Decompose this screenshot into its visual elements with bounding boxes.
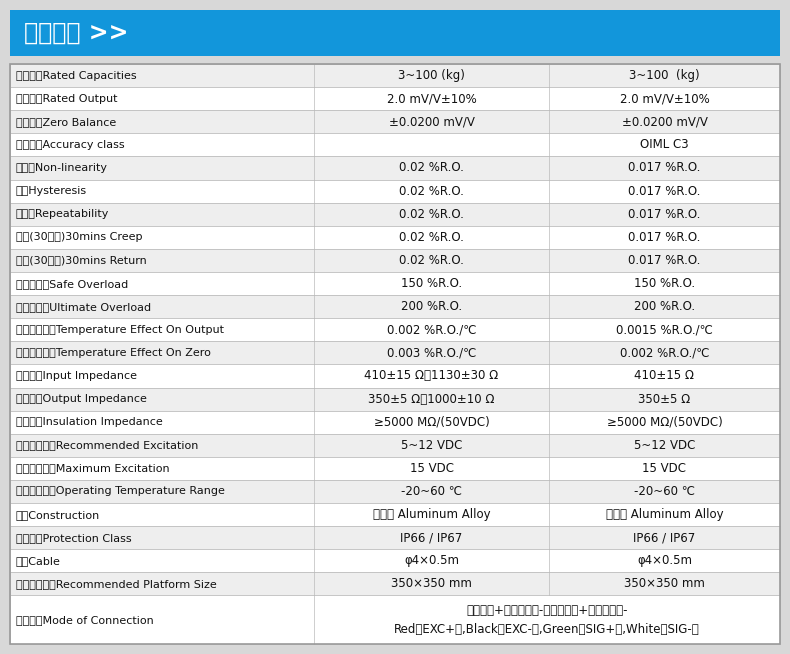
Text: 零点平衡Zero Balance: 零点平衡Zero Balance (16, 117, 116, 127)
Text: 350×350 mm: 350×350 mm (624, 577, 705, 591)
Text: 3~100  (kg): 3~100 (kg) (629, 69, 700, 82)
Bar (10, 133, 780, 156)
Text: 推薦工作電壓Recommended Excitation: 推薦工作電壓Recommended Excitation (16, 440, 198, 450)
Text: 重复性Repeatability: 重复性Repeatability (16, 209, 109, 219)
Text: 0.002 %R.O./℃: 0.002 %R.O./℃ (387, 323, 476, 336)
Text: 0.0015 %R.O./℃: 0.0015 %R.O./℃ (616, 323, 713, 336)
Text: 0.02 %R.O.: 0.02 %R.O. (399, 208, 464, 220)
Bar (10, 364, 780, 388)
Text: IP66 / IP67: IP66 / IP67 (634, 531, 696, 544)
Text: 15 VDC: 15 VDC (409, 462, 453, 475)
Text: 绝缘阻抗Insulation Impedance: 绝缘阻抗Insulation Impedance (16, 417, 163, 427)
Text: 410±15 Ω；1130±30 Ω: 410±15 Ω；1130±30 Ω (364, 370, 498, 383)
Bar (10, 87, 780, 111)
Text: ±0.0200 mV/V: ±0.0200 mV/V (389, 115, 475, 128)
Text: 0.017 %R.O.: 0.017 %R.O. (628, 254, 701, 267)
Text: OIML C3: OIML C3 (640, 139, 689, 151)
Text: 350×350 mm: 350×350 mm (391, 577, 472, 591)
Text: ±0.0200 mV/V: ±0.0200 mV/V (622, 115, 707, 128)
Bar (10, 295, 780, 318)
Text: 额定负荷Rated Capacities: 额定负荷Rated Capacities (16, 71, 137, 80)
Text: 输出阻抗Output Impedance: 输出阻抗Output Impedance (16, 394, 147, 404)
Bar (10, 318, 780, 341)
Text: 0.017 %R.O.: 0.017 %R.O. (628, 162, 701, 175)
Bar (10, 249, 780, 272)
Bar (10, 503, 780, 526)
Bar (10, 572, 780, 596)
Text: 材質Construction: 材質Construction (16, 509, 100, 519)
Bar (10, 526, 780, 549)
Text: 0.02 %R.O.: 0.02 %R.O. (399, 254, 464, 267)
Text: 2.0 mV/V±10%: 2.0 mV/V±10% (386, 92, 476, 105)
Text: 防護等級Protection Class: 防護等級Protection Class (16, 533, 132, 543)
Text: 推薦台面尺寸Recommended Platform Size: 推薦台面尺寸Recommended Platform Size (16, 579, 216, 589)
Text: 红：电源+，黑：电源-，绿：信号+，白：信号-
Red（EXC+）,Black（EXC-）,Green（SIG+）,White（SIG-）: 红：电源+，黑：电源-，绿：信号+，白：信号- Red（EXC+）,Black（… (394, 604, 700, 636)
Bar (10, 226, 780, 249)
Text: 150 %R.O.: 150 %R.O. (401, 277, 462, 290)
Text: 0.017 %R.O.: 0.017 %R.O. (628, 184, 701, 198)
Text: -20~60 ℃: -20~60 ℃ (634, 485, 695, 498)
Text: 電纜Cable: 電纜Cable (16, 556, 61, 566)
Text: 安全过载率Safe Overload: 安全过载率Safe Overload (16, 279, 128, 288)
Bar (10, 64, 780, 644)
Text: 接線方式Mode of Connection: 接線方式Mode of Connection (16, 615, 154, 625)
Bar (10, 434, 780, 457)
Text: φ4×0.5m: φ4×0.5m (404, 555, 459, 567)
Text: 150 %R.O.: 150 %R.O. (634, 277, 695, 290)
Text: 15 VDC: 15 VDC (642, 462, 687, 475)
Text: 3~100 (kg): 3~100 (kg) (398, 69, 465, 82)
Text: 零点温度影響Temperature Effect On Zero: 零点温度影響Temperature Effect On Zero (16, 348, 211, 358)
Text: 0.002 %R.O./℃: 0.002 %R.O./℃ (619, 347, 709, 359)
Text: φ4×0.5m: φ4×0.5m (637, 555, 692, 567)
Text: 350±5 Ω: 350±5 Ω (638, 392, 690, 405)
Bar (10, 203, 780, 226)
Bar (10, 596, 780, 644)
Text: 最大工作電壓Maximum Excitation: 最大工作電壓Maximum Excitation (16, 464, 170, 473)
Text: -20~60 ℃: -20~60 ℃ (401, 485, 462, 498)
Text: 额定输出Rated Output: 额定输出Rated Output (16, 94, 118, 104)
Text: 蠕变(30分鐘)30mins Creep: 蠕变(30分鐘)30mins Creep (16, 232, 142, 242)
Text: 350±5 Ω；1000±10 Ω: 350±5 Ω；1000±10 Ω (368, 392, 495, 405)
Text: 输出温度影響Temperature Effect On Output: 输出温度影響Temperature Effect On Output (16, 325, 224, 335)
Bar (10, 64, 780, 87)
Text: 非线性Non-linearity: 非线性Non-linearity (16, 163, 108, 173)
Text: 200 %R.O.: 200 %R.O. (634, 300, 695, 313)
Bar (10, 480, 780, 503)
Bar (10, 272, 780, 295)
Bar (10, 549, 780, 572)
Text: 滞後Hysteresis: 滞後Hysteresis (16, 186, 87, 196)
Text: 精度等级Accuracy class: 精度等级Accuracy class (16, 140, 125, 150)
Text: 5~12 VDC: 5~12 VDC (634, 439, 695, 452)
Text: ≥5000 MΩ/(50VDC): ≥5000 MΩ/(50VDC) (374, 416, 490, 428)
Text: 0.017 %R.O.: 0.017 %R.O. (628, 208, 701, 220)
Text: 回零(30分鐘)30mins Return: 回零(30分鐘)30mins Return (16, 256, 147, 266)
Text: 鋁合金 Aluminum Alloy: 鋁合金 Aluminum Alloy (373, 508, 491, 521)
Text: 工作溫度範圍Operating Temperature Range: 工作溫度範圍Operating Temperature Range (16, 487, 225, 496)
Text: 鋁合金 Aluminum Alloy: 鋁合金 Aluminum Alloy (606, 508, 724, 521)
Text: 5~12 VDC: 5~12 VDC (401, 439, 462, 452)
Text: 极限过载率Ultimate Overload: 极限过载率Ultimate Overload (16, 301, 151, 311)
Text: 技术参数 >>: 技术参数 >> (24, 21, 129, 45)
Bar (10, 411, 780, 434)
Bar (10, 180, 780, 203)
Bar (10, 156, 780, 180)
Bar (10, 341, 780, 364)
Bar (10, 457, 780, 480)
Bar (10, 111, 780, 133)
Text: 410±15 Ω: 410±15 Ω (634, 370, 694, 383)
Bar (10, 10, 780, 56)
Text: 0.02 %R.O.: 0.02 %R.O. (399, 231, 464, 244)
Text: 2.0 mV/V±10%: 2.0 mV/V±10% (619, 92, 709, 105)
Text: 0.017 %R.O.: 0.017 %R.O. (628, 231, 701, 244)
Text: 200 %R.O.: 200 %R.O. (401, 300, 462, 313)
Text: 输入阻抗Input Impedance: 输入阻抗Input Impedance (16, 371, 137, 381)
Text: 0.003 %R.O./℃: 0.003 %R.O./℃ (387, 347, 476, 359)
Text: 0.02 %R.O.: 0.02 %R.O. (399, 184, 464, 198)
Text: IP66 / IP67: IP66 / IP67 (401, 531, 463, 544)
Text: 0.02 %R.O.: 0.02 %R.O. (399, 162, 464, 175)
Text: ≥5000 MΩ/(50VDC): ≥5000 MΩ/(50VDC) (607, 416, 722, 428)
Bar (10, 388, 780, 411)
